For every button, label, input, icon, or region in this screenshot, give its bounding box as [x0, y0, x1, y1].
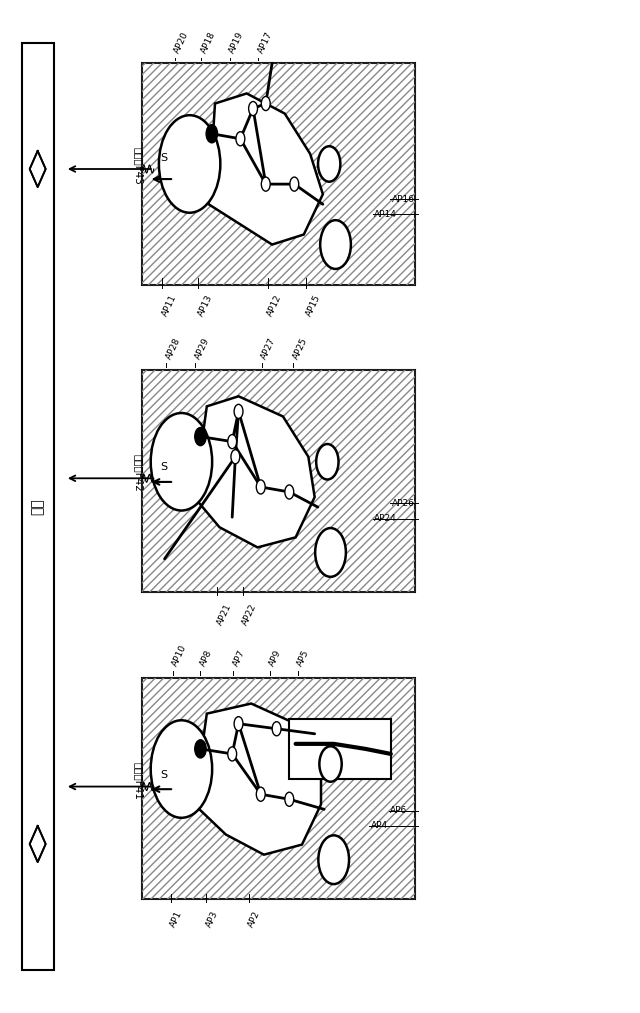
Text: S: S [160, 153, 167, 163]
Circle shape [261, 96, 270, 110]
Text: AP14: AP14 [374, 210, 397, 219]
Text: AP24: AP24 [374, 514, 397, 523]
Text: AP11: AP11 [160, 293, 178, 317]
Text: AP4: AP4 [371, 822, 388, 831]
Circle shape [319, 747, 342, 782]
Text: フレーF41: フレーF41 [133, 762, 143, 799]
Circle shape [234, 716, 243, 730]
Text: AP18: AP18 [200, 30, 218, 55]
Text: AP27: AP27 [260, 336, 278, 361]
Text: フレーF42: フレーF42 [133, 454, 143, 492]
Text: AP2: AP2 [247, 910, 262, 929]
Circle shape [159, 115, 220, 213]
Polygon shape [29, 826, 45, 862]
Circle shape [285, 792, 294, 806]
Circle shape [195, 739, 206, 758]
Polygon shape [209, 93, 323, 244]
Circle shape [236, 132, 245, 146]
Text: AP29: AP29 [193, 336, 211, 361]
Circle shape [248, 101, 257, 115]
Circle shape [195, 427, 206, 446]
Circle shape [318, 836, 349, 884]
Text: AP25: AP25 [291, 336, 309, 361]
Polygon shape [194, 704, 321, 855]
Bar [142, 371, 415, 593]
Circle shape [320, 220, 351, 268]
Bar [142, 63, 415, 285]
Circle shape [315, 528, 346, 576]
Text: S: S [160, 462, 167, 472]
Polygon shape [29, 151, 45, 187]
Text: AP19: AP19 [228, 30, 246, 55]
Polygon shape [194, 396, 315, 547]
Circle shape [272, 721, 281, 735]
Circle shape [256, 480, 265, 494]
Circle shape [206, 125, 218, 143]
Circle shape [151, 720, 212, 817]
Circle shape [256, 787, 265, 801]
Circle shape [228, 747, 237, 761]
Text: AP12: AP12 [266, 293, 284, 317]
Text: AP20: AP20 [173, 30, 191, 55]
Circle shape [234, 404, 243, 418]
Circle shape [231, 450, 240, 464]
Text: AP10: AP10 [171, 643, 189, 668]
Bar [142, 371, 415, 593]
Circle shape [151, 413, 212, 511]
Text: AP6: AP6 [390, 806, 407, 815]
Text: AP15: AP15 [304, 293, 322, 317]
Text: AP5: AP5 [296, 648, 311, 668]
Text: AP17: AP17 [257, 30, 275, 55]
Bar [22, 44, 54, 969]
Text: AP26: AP26 [392, 499, 415, 508]
Text: フレーF43: フレーF43 [133, 147, 143, 185]
Circle shape [318, 146, 340, 181]
Text: AP21: AP21 [215, 602, 233, 627]
Text: AP7: AP7 [231, 648, 246, 668]
Text: AP3: AP3 [205, 910, 220, 929]
Text: AP13: AP13 [196, 293, 214, 317]
Circle shape [290, 177, 299, 191]
Circle shape [261, 177, 270, 191]
Polygon shape [289, 718, 391, 779]
Text: AP16: AP16 [392, 194, 415, 204]
Bar [142, 678, 415, 900]
Circle shape [285, 485, 294, 499]
Circle shape [228, 435, 237, 449]
Bar [142, 678, 415, 900]
Text: AP28: AP28 [164, 336, 182, 361]
Text: AP9: AP9 [268, 648, 284, 668]
Circle shape [316, 444, 339, 479]
Text: 映像: 映像 [31, 498, 45, 515]
Text: AP22: AP22 [241, 602, 259, 627]
Bar [142, 63, 415, 285]
Text: AP1: AP1 [169, 910, 184, 929]
Text: AP8: AP8 [198, 648, 214, 668]
Text: S: S [160, 771, 167, 780]
